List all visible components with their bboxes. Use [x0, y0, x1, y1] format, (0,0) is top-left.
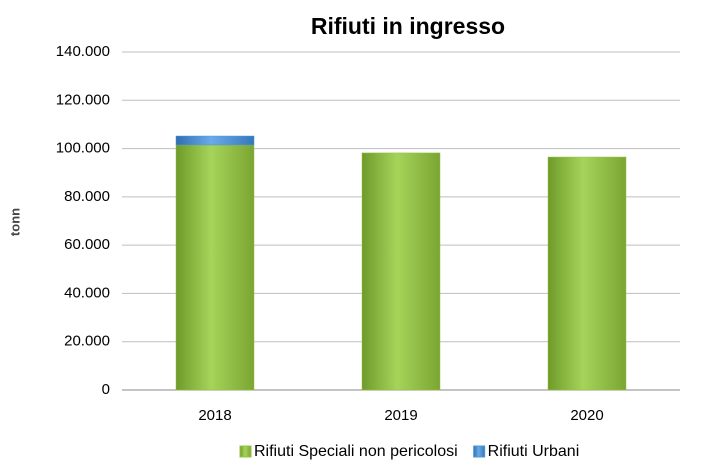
- x-tick-label: 2019: [384, 407, 417, 424]
- y-tick-label: 40.000: [64, 284, 110, 301]
- chart-title: Rifiuti in ingresso: [311, 13, 505, 39]
- bar-segment: [175, 135, 255, 146]
- legend-label: Rifiuti Urbani: [488, 443, 580, 460]
- bar-segment: [175, 144, 255, 391]
- legend-swatch: [239, 445, 252, 458]
- y-tick-label: 100.000: [56, 140, 110, 157]
- y-tick-label: 20.000: [64, 333, 110, 350]
- x-tick-label: 2020: [570, 407, 603, 424]
- y-tick-label: 80.000: [64, 188, 110, 205]
- x-tick-label: 2018: [198, 407, 231, 424]
- y-tick-label: 60.000: [64, 236, 110, 253]
- bar-segment: [361, 152, 441, 391]
- y-tick-label: 0: [102, 381, 110, 398]
- legend-swatch: [473, 445, 486, 458]
- y-tick-label: 120.000: [56, 91, 110, 108]
- y-tick-label: 140.000: [56, 43, 110, 60]
- bar-segment: [547, 156, 627, 391]
- legend-label: Rifiuti Speciali non pericolosi: [254, 443, 458, 460]
- y-axis-label: tonn: [7, 208, 22, 236]
